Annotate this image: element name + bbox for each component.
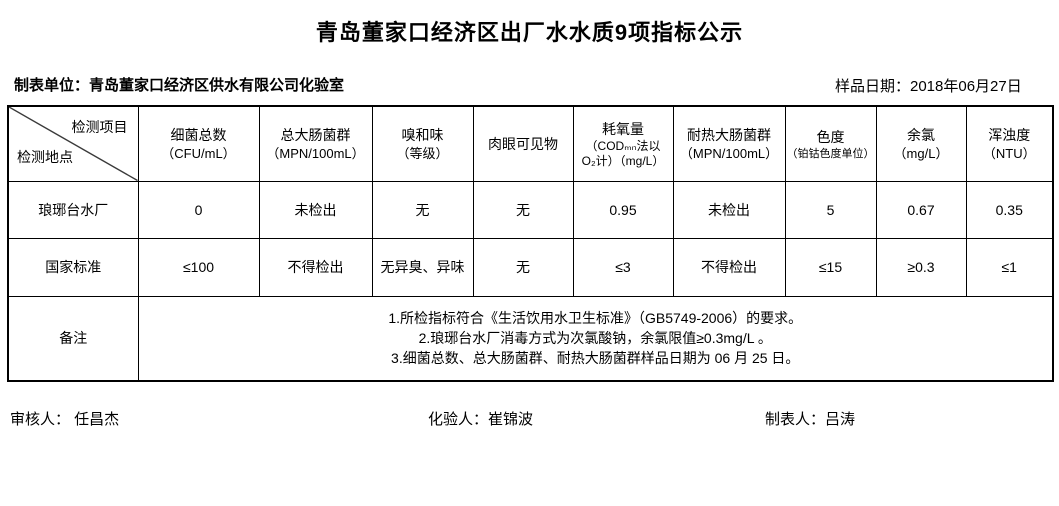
cell-value: 未检出 xyxy=(672,180,786,239)
sample-date-label: 样品日期：2018年06月27日 xyxy=(835,78,1022,95)
header-cell-visible-matter: 肉眼可见物 xyxy=(472,105,574,182)
row-label: 琅琊台水厂 xyxy=(7,180,139,239)
cell-value: 无 xyxy=(472,180,574,239)
remarks-content: 1.所检指标符合《生活饮用水卫生标准》（GB5749-2006）的要求。 2.琅… xyxy=(137,295,1054,382)
remarks-label: 备注 xyxy=(7,295,139,382)
remark-line-3: 3.细菌总数、总大肠菌群、耐热大肠菌群样品日期为 06 月 25 日。 xyxy=(391,350,800,367)
cell-value: ≥0.3 xyxy=(875,237,967,297)
corner-label-items: 检测项目 xyxy=(71,119,128,135)
cell-value: 未检出 xyxy=(258,180,373,239)
header-cell-residual-chlorine: 余氯 （mg/L） xyxy=(875,105,967,182)
table-header-row: 检测项目 检测地点 细菌总数 （CFU/mL） 总大肠菌群 （MPN/100mL… xyxy=(7,105,1054,182)
row-label: 国家标准 xyxy=(7,237,139,297)
cell-value: 0.95 xyxy=(572,180,674,239)
corner-header-cell: 检测项目 检测地点 xyxy=(7,105,139,182)
cell-value: 不得检出 xyxy=(258,237,373,297)
corner-label-location: 检测地点 xyxy=(17,148,73,165)
cell-value: 5 xyxy=(784,180,877,239)
cell-value: 0.35 xyxy=(965,180,1054,239)
tester-label: 化验人：崔锦波 xyxy=(428,411,534,428)
cell-value: 无 xyxy=(472,237,574,297)
reviewer-label: 审核人： 任昌杰 xyxy=(10,411,120,428)
header-cell-turbidity: 浑浊度 （NTU） xyxy=(965,105,1054,182)
cell-value: 不得检出 xyxy=(672,237,786,297)
header-cell-thermotolerant-coliform: 耐热大肠菌群 （MPN/100mL） xyxy=(672,105,786,182)
header-cell-odor-taste: 嗅和味 （等级） xyxy=(371,105,474,182)
header-cell-oxygen-consumption: 耗氧量 （CODₘₙ法以 O₂计）（mg/L） xyxy=(572,105,674,182)
table-row-national-standard: 国家标准 ≤100 不得检出 无异臭、异味 无 ≤3 不得检出 ≤15 ≥0.3… xyxy=(7,237,1054,297)
cell-value: 无 xyxy=(371,180,474,239)
cell-value: ≤15 xyxy=(784,237,877,297)
preparer-label: 制表人：吕涛 xyxy=(765,411,856,428)
header-cell-bacteria-total: 细菌总数 （CFU/mL） xyxy=(137,105,260,182)
diagonal-divider xyxy=(9,107,138,181)
water-quality-table: 检测项目 检测地点 细菌总数 （CFU/mL） 总大肠菌群 （MPN/100mL… xyxy=(7,105,1054,382)
cell-value: ≤100 xyxy=(137,237,260,297)
table-row-langyatai-plant: 琅琊台水厂 0 未检出 无 无 0.95 未检出 5 0.67 0.35 xyxy=(7,180,1054,239)
remark-line-2: 2.琅琊台水厂消毒方式为次氯酸钠，余氯限值≥0.3mg/L 。 xyxy=(418,330,772,347)
header-cell-total-coliform: 总大肠菌群 （MPN/100mL） xyxy=(258,105,373,182)
signature-row: 审核人： 任昌杰 化验人：崔锦波 制表人：吕涛 xyxy=(0,408,1059,432)
prepared-by-label: 制表单位：青岛董家口经济区供水有限公司化验室 xyxy=(14,77,345,94)
cell-value: 无异臭、异味 xyxy=(371,237,474,297)
cell-value: ≤3 xyxy=(572,237,674,297)
page-title: 青岛董家口经济区出厂水水质9项指标公示 xyxy=(315,20,744,45)
header-cell-chroma: 色度 （铂钴色度单位） xyxy=(784,105,877,182)
cell-value: 0.67 xyxy=(875,180,967,239)
table-row-remarks: 备注 1.所检指标符合《生活饮用水卫生标准》（GB5749-2006）的要求。 … xyxy=(7,295,1054,382)
cell-value: ≤1 xyxy=(965,237,1054,297)
cell-value: 0 xyxy=(137,180,260,239)
remark-line-1: 1.所检指标符合《生活饮用水卫生标准》（GB5749-2006）的要求。 xyxy=(388,310,803,327)
